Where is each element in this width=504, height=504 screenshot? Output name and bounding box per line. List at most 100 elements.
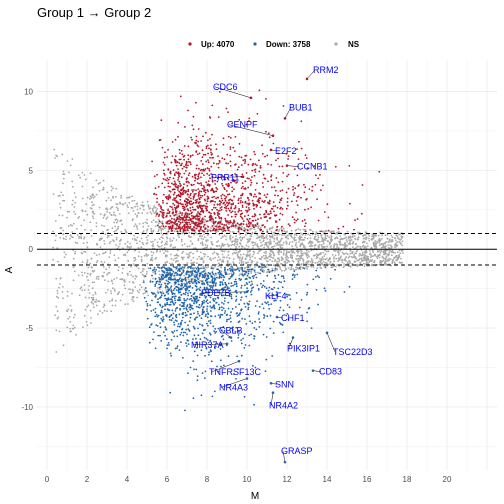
point xyxy=(124,202,127,205)
point xyxy=(252,204,255,207)
point xyxy=(162,199,164,202)
point xyxy=(329,261,332,264)
point xyxy=(214,347,216,350)
point xyxy=(176,224,178,227)
point xyxy=(194,284,197,287)
point xyxy=(164,178,167,181)
point xyxy=(277,265,279,268)
point xyxy=(244,162,246,165)
point xyxy=(192,208,195,211)
point xyxy=(78,235,80,238)
point xyxy=(154,311,157,314)
point xyxy=(143,254,146,257)
point xyxy=(370,254,372,256)
point xyxy=(287,204,289,207)
point xyxy=(169,205,172,208)
point xyxy=(286,304,289,306)
point xyxy=(184,213,187,216)
point xyxy=(201,220,204,223)
point xyxy=(205,202,208,205)
point xyxy=(196,232,199,235)
point xyxy=(322,245,325,248)
point xyxy=(235,249,237,252)
point xyxy=(195,167,198,170)
point xyxy=(56,292,59,295)
point xyxy=(211,270,214,272)
point xyxy=(318,230,321,233)
point xyxy=(168,298,170,301)
point xyxy=(71,231,74,234)
point xyxy=(351,262,354,265)
point xyxy=(296,254,299,257)
point xyxy=(158,203,160,206)
point xyxy=(254,257,256,259)
point xyxy=(117,227,119,230)
point xyxy=(253,251,256,254)
legend: Up: 4070 Down: 3758 NS xyxy=(188,40,360,49)
point xyxy=(227,162,230,165)
point xyxy=(400,261,402,264)
point xyxy=(57,297,60,299)
point xyxy=(322,184,324,187)
point xyxy=(56,155,59,158)
point xyxy=(213,195,215,198)
point xyxy=(282,227,285,230)
point xyxy=(221,193,224,196)
point xyxy=(81,289,84,292)
point xyxy=(329,231,332,233)
point xyxy=(175,194,178,197)
point xyxy=(235,241,237,244)
point xyxy=(232,240,234,243)
point xyxy=(246,241,249,244)
point xyxy=(269,258,271,261)
point xyxy=(90,196,93,199)
point xyxy=(135,265,138,268)
point xyxy=(223,194,226,197)
point xyxy=(244,318,246,320)
point xyxy=(185,160,188,163)
point xyxy=(110,290,112,292)
point xyxy=(107,197,110,199)
point xyxy=(196,144,199,147)
point xyxy=(236,253,239,256)
point xyxy=(247,231,249,234)
point xyxy=(372,244,375,247)
point xyxy=(291,236,294,239)
point xyxy=(157,228,160,231)
point xyxy=(353,235,356,238)
point xyxy=(158,288,161,291)
point xyxy=(164,276,167,279)
point xyxy=(213,251,216,254)
point xyxy=(280,206,282,209)
point xyxy=(105,292,107,294)
point xyxy=(210,276,213,278)
point xyxy=(84,178,87,181)
point xyxy=(351,236,354,239)
point xyxy=(256,164,258,167)
point xyxy=(123,280,126,283)
point xyxy=(366,259,369,262)
point xyxy=(385,241,388,243)
point xyxy=(254,153,256,156)
point xyxy=(201,229,204,232)
point xyxy=(82,242,85,245)
point xyxy=(262,269,264,271)
point xyxy=(310,249,313,252)
point xyxy=(182,357,184,359)
point xyxy=(197,313,199,315)
point xyxy=(155,269,158,271)
point xyxy=(254,243,256,246)
point xyxy=(244,160,247,163)
point xyxy=(194,215,197,218)
point xyxy=(194,209,197,211)
point xyxy=(89,262,92,265)
point xyxy=(244,233,247,236)
point xyxy=(106,211,108,213)
point xyxy=(99,246,102,249)
point xyxy=(172,199,174,201)
point xyxy=(209,117,212,119)
point xyxy=(363,255,366,258)
point xyxy=(124,230,127,233)
point xyxy=(208,183,211,186)
point xyxy=(233,188,235,191)
